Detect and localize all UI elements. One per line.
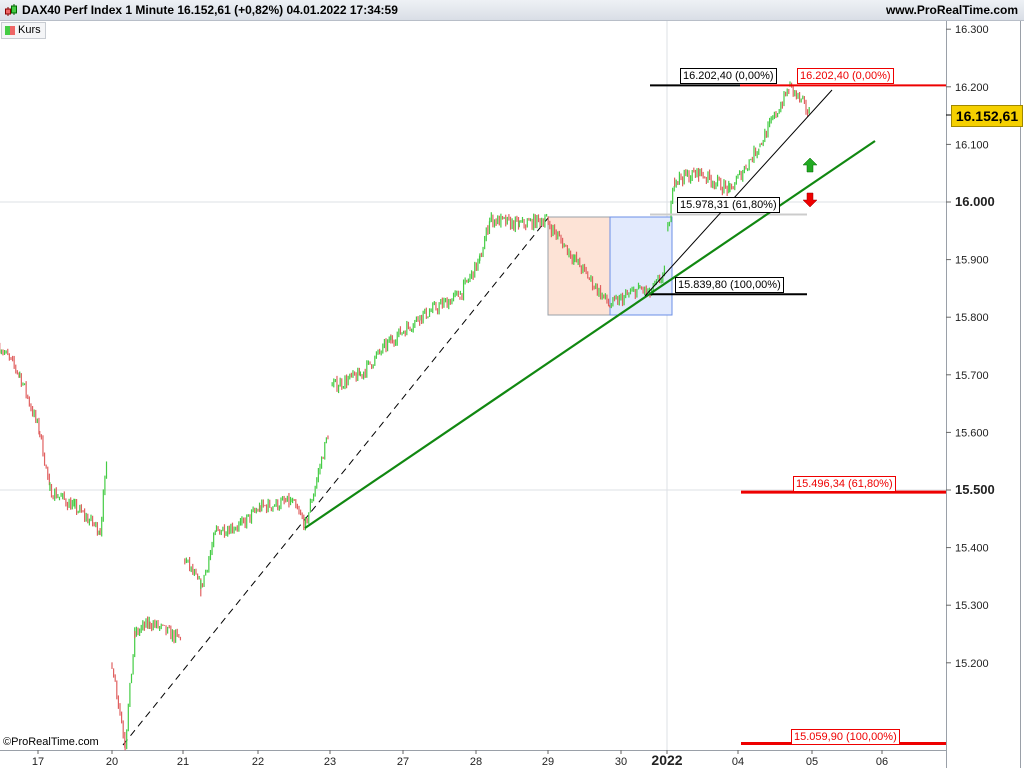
dashed-line [122,217,549,746]
y-tick-label: 16.200 [955,82,989,94]
plot-area [0,40,946,750]
y-tick-label: 15.500 [955,482,995,497]
x-tick-label: 17 [32,756,44,768]
y-tick-label: 16.300 [955,24,989,36]
copyright: ©ProRealTime.com [3,736,99,748]
time-axis [0,750,946,768]
y-tick-label: 15.600 [955,427,989,439]
legend-label: Kurs [18,24,41,36]
trend-line-green [304,140,876,529]
y-tick-label: 15.700 [955,370,989,382]
fibonacci-label: 15.059,90 (100,00%) [791,729,900,745]
x-tick-label: 21 [177,756,189,768]
arrow-down-icon [802,192,818,208]
x-tick-label: 20 [106,756,118,768]
y-tick-label: 15.400 [955,543,989,555]
arrow-up-icon [802,157,818,173]
x-tick-label: 22 [252,756,264,768]
x-tick-label: 05 [806,756,818,768]
y-tick-label: 15.300 [955,600,989,612]
y-tick-label: 15.200 [955,658,989,670]
x-tick-label: 23 [324,756,336,768]
y-tick-label: 15.900 [955,255,989,267]
x-tick-label: 29 [542,756,554,768]
trend-line-black [644,89,833,297]
candlestick-logo-icon [5,4,17,16]
price-axis [946,20,1024,768]
y-tick-label: 16.100 [955,139,989,151]
fibonacci-label: 15.496,34 (61,80%) [793,476,896,492]
fibonacci-label: 15.978,31 (61,80%) [677,197,780,213]
legend-kurs[interactable]: Kurs [1,22,46,39]
title-bar: DAX40 Perf Index 1 Minute 16.152,61 (+0,… [0,0,1024,21]
y-tick-label: 15.800 [955,312,989,324]
candles [0,81,810,751]
x-tick-label: 27 [397,756,409,768]
fibonacci-label: 16.202,40 (0,00%) [680,68,777,84]
legend-swatch [5,26,15,35]
x-tick-label: 30 [615,756,627,768]
fibonacci-label: 15.839,80 (100,00%) [675,277,784,293]
x-tick-label: 2022 [651,752,682,768]
x-tick-label: 04 [732,756,744,768]
fibonacci-label: 16.202,40 (0,00%) [797,68,894,84]
current-price-box: 16.152,61 [951,105,1023,127]
site-link[interactable]: www.ProRealTime.com [885,3,1018,17]
x-tick-label: 06 [876,756,888,768]
x-tick-label: 28 [470,756,482,768]
y-tick-label: 16.000 [955,194,995,209]
chart-title: DAX40 Perf Index 1 Minute 16.152,61 (+0,… [22,3,398,17]
